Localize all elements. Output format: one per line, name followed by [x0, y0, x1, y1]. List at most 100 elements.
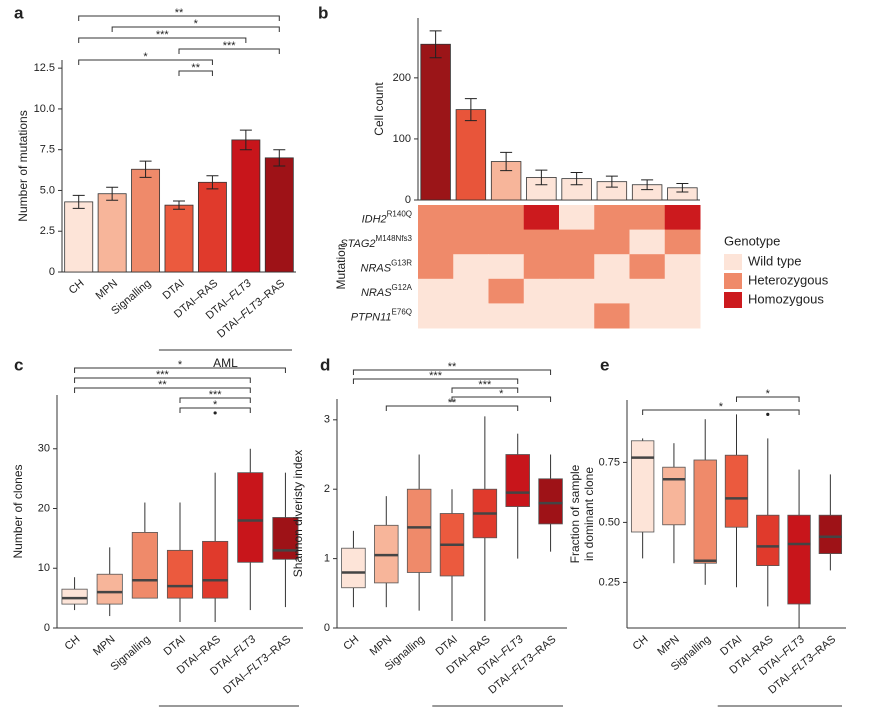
- significance-label: *: [499, 388, 504, 400]
- significance-bracket: [352, 378, 519, 384]
- significance-bracket: [352, 369, 552, 375]
- bar: [131, 168, 161, 273]
- y-tick-label: 20: [38, 502, 50, 514]
- gene: NRAS: [361, 287, 392, 299]
- heatmap-cell: [453, 303, 489, 329]
- y-tick-label: 0.50: [599, 516, 620, 528]
- heatmap-cell: [418, 278, 454, 304]
- box: [756, 514, 780, 567]
- heatmap-cell: [453, 229, 489, 255]
- significance-label: *: [194, 18, 199, 30]
- y-tick-label: 12.5: [34, 62, 55, 74]
- significance-label: **: [448, 397, 457, 409]
- error-bar: [535, 169, 548, 186]
- panel-label: c: [14, 355, 23, 374]
- heatmap-cell: [664, 254, 701, 280]
- heatmap-cell: [594, 229, 630, 255]
- x-tick-label: CH: [631, 633, 651, 652]
- group-label: AML: [213, 356, 238, 370]
- significance-bracket: [179, 407, 251, 413]
- significance-label: *: [719, 401, 724, 413]
- significance-bracket: [74, 367, 286, 373]
- panel-label: b: [318, 3, 328, 22]
- significance-bracket: [178, 48, 280, 54]
- x-tick-label: Signalling: [108, 633, 152, 673]
- significance-label: ***: [209, 389, 223, 401]
- panel-label: d: [320, 355, 330, 374]
- significance-bracket: [78, 37, 247, 43]
- y-axis-label: Number of clones: [11, 464, 25, 558]
- x-tick-label: CH: [341, 633, 361, 652]
- heatmap-cell: [523, 278, 560, 304]
- y-tick-label: 0: [324, 622, 330, 634]
- variant: G13R: [391, 259, 412, 268]
- gene: PTPN11: [351, 312, 392, 324]
- error-bar: [139, 160, 152, 178]
- error-bar: [429, 30, 442, 59]
- x-tick-label: DTAI: [161, 277, 187, 302]
- error-bar: [605, 175, 618, 188]
- box: [538, 478, 563, 525]
- x-tick-label: CH: [67, 277, 87, 296]
- y-tick-label: 1: [324, 553, 330, 565]
- significance-label: *: [766, 388, 771, 400]
- heatmap-cell: [594, 205, 630, 231]
- significance-label: **: [448, 361, 457, 373]
- heatmap-cell: [559, 205, 595, 231]
- box: [505, 454, 530, 507]
- x-tick-label: DTAI: [434, 633, 460, 658]
- variant: M148Nfs3: [376, 234, 413, 243]
- significance-label: ***: [156, 29, 170, 41]
- heatmap-cell: [418, 229, 454, 255]
- significance-label: **: [175, 7, 184, 19]
- box: [630, 440, 655, 533]
- heatmap-cell: [594, 303, 630, 329]
- significance-bracket: [179, 397, 251, 403]
- y-tick-label: 3: [324, 414, 330, 426]
- significance-bracket: [451, 387, 519, 393]
- significance-bracket: [78, 15, 280, 21]
- bar: [64, 201, 94, 273]
- heatmap-cell: [488, 205, 525, 231]
- heatmap-cell: [629, 229, 666, 255]
- bar: [420, 43, 451, 201]
- heatmap-cell: [629, 205, 666, 231]
- outlier: [766, 412, 770, 416]
- heatmap-cell: [418, 303, 454, 329]
- significance-bracket: [74, 377, 251, 383]
- y-tick-label: 2: [324, 483, 330, 495]
- row-label: NRASG12A: [361, 283, 413, 299]
- heatmap-cell: [488, 303, 525, 329]
- error-bar: [239, 129, 252, 151]
- y-tick-label: 10: [38, 562, 50, 574]
- y-axis-label: Fraction of samplein dominant clone: [568, 464, 596, 563]
- outlier: [213, 411, 217, 415]
- x-tick-label: MPN: [91, 633, 117, 658]
- x-tick-label: MPN: [368, 633, 394, 658]
- bar: [455, 109, 487, 201]
- error-bar: [206, 175, 219, 190]
- error-bar: [676, 183, 689, 193]
- error-bar: [273, 149, 286, 167]
- heatmap-cell: [418, 254, 454, 280]
- significance-label: *: [213, 399, 218, 411]
- row-label: IDH2R140Q: [362, 209, 412, 225]
- y-tick-label: 2.5: [40, 225, 55, 237]
- heatmap-cell: [418, 205, 454, 231]
- y-tick-label: 30: [38, 443, 50, 455]
- heatmap-cell: [629, 254, 666, 280]
- gene: NRAS: [361, 262, 392, 274]
- heatmap-cell: [523, 205, 560, 231]
- heatmap-cell: [629, 278, 666, 304]
- heatmap-cell: [664, 303, 701, 329]
- panel-label: a: [14, 3, 24, 22]
- significance-label: ***: [156, 369, 170, 381]
- heatmap-cell: [453, 254, 489, 280]
- heatmap-cell: [629, 303, 666, 329]
- error-bar: [173, 200, 185, 210]
- box: [96, 573, 123, 605]
- box: [724, 454, 749, 528]
- y-tick-label: 0.75: [599, 456, 620, 468]
- legend-label: Wild type: [748, 253, 801, 268]
